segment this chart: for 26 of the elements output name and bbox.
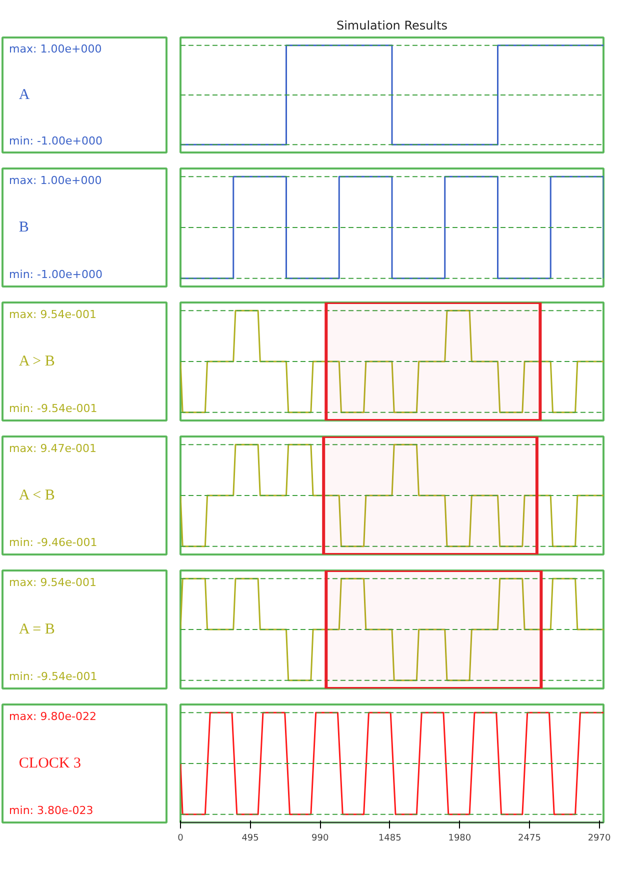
text: A < B <box>18 488 55 504</box>
x-tick-label: 1980 <box>448 834 472 844</box>
text: A <box>18 87 30 103</box>
text: max: 9.80e-022 <box>9 710 96 723</box>
x-tick-label: 495 <box>242 834 259 844</box>
text: min: -1.00e+000 <box>9 134 102 148</box>
x-tick-label: 1485 <box>378 834 402 844</box>
text: max: 1.00e+000 <box>9 174 102 187</box>
text: min: -9.54e-001 <box>9 670 98 684</box>
text: max: 9.54e-001 <box>9 576 96 589</box>
x-tick-label: 2970 <box>588 834 611 844</box>
x-tick-label: 990 <box>312 834 329 844</box>
text: min: -9.54e-001 <box>9 402 98 416</box>
chart-title: Simulation Results <box>336 18 448 32</box>
x-tick-label: 2475 <box>518 834 541 844</box>
text: CLOCK 3 <box>18 756 81 772</box>
text: A = B <box>18 622 55 638</box>
text: min: 3.80e-023 <box>9 804 94 818</box>
text: min: -1.00e+000 <box>9 268 102 282</box>
text: min: -9.46e-001 <box>9 536 98 550</box>
text: B <box>18 220 29 236</box>
text: max: 1.00e+000 <box>9 42 102 56</box>
text: max: 9.47e-001 <box>9 442 96 455</box>
text: max: 9.54e-001 <box>9 308 96 321</box>
text: A > B <box>18 354 55 370</box>
x-tick-label: 0 <box>178 834 184 844</box>
